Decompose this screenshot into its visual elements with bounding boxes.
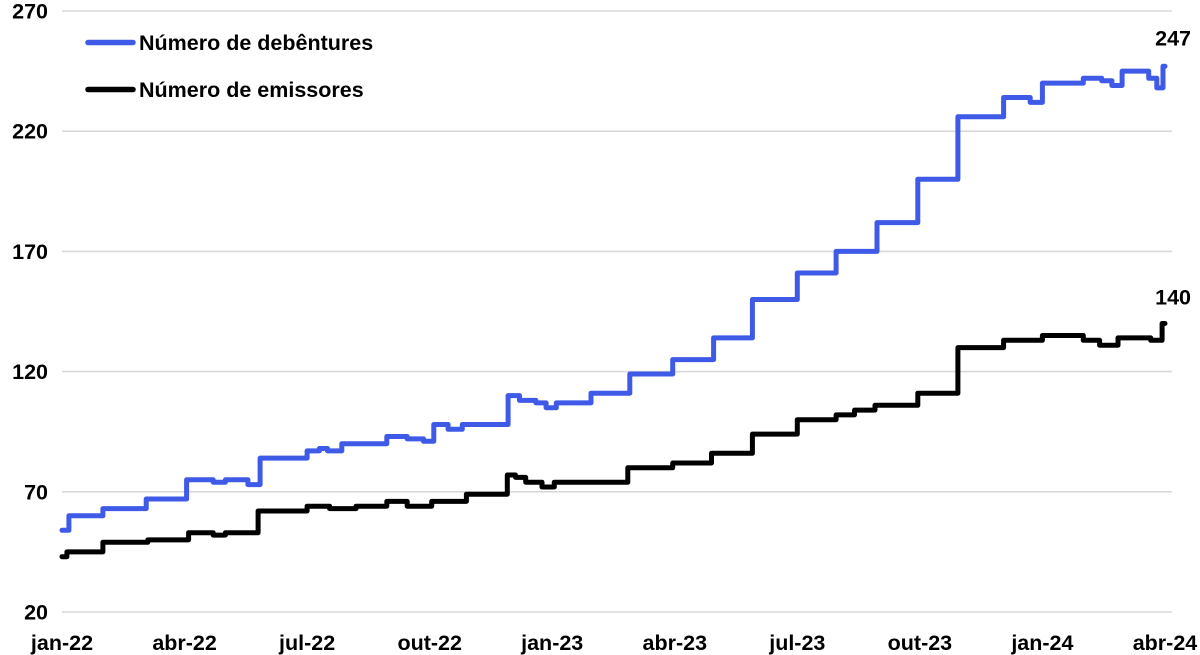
y-axis-tick-label: 270 [12,0,48,24]
x-axis-tick-label: jan-23 [520,631,583,655]
y-axis-tick-label: 70 [24,480,48,504]
x-axis-tick-label: jan-24 [1010,631,1073,655]
y-axis-tick-label: 20 [24,601,48,625]
series-line-debentures [59,63,1168,533]
x-axis-tick-label: jan-22 [30,631,93,655]
series-line-emissores [59,321,1168,560]
y-axis-tick-label: 170 [12,240,48,264]
x-axis-tick-label: abr-24 [1133,631,1198,655]
x-axis-tick-label: abr-22 [152,631,217,655]
legend-label-emissores: Número de emissores [139,78,364,102]
y-axis-tick-label: 220 [12,120,48,144]
x-axis-tick-label: jul-22 [278,631,335,655]
end-label-debentures: 247 [1155,26,1191,50]
x-axis-tick-label: out-22 [397,631,462,655]
x-axis-tick-label: out-23 [888,631,953,655]
end-label-emissores: 140 [1155,286,1191,310]
x-axis-tick-label: abr-23 [643,631,708,655]
legend-label-debentures: Número de debêntures [139,31,373,55]
y-axis-tick-label: 120 [12,360,48,384]
x-axis-tick-label: jul-23 [768,631,825,655]
